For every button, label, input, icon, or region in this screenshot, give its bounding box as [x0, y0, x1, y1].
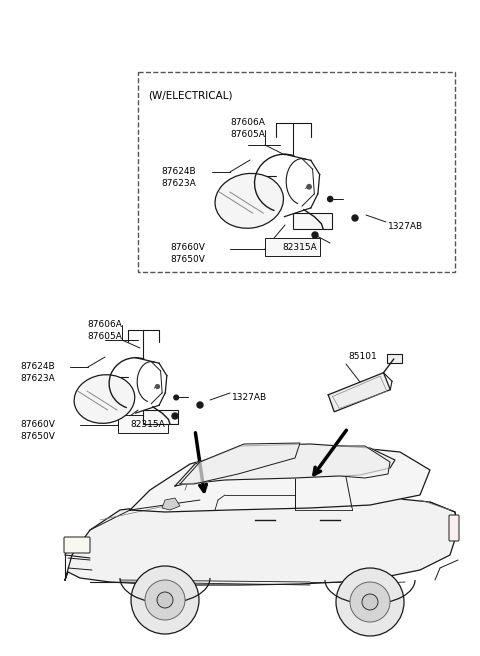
Circle shape	[145, 580, 185, 620]
Text: 87660V: 87660V	[170, 243, 205, 252]
Bar	[138, 72, 455, 272]
Polygon shape	[65, 495, 458, 585]
Text: 87605A: 87605A	[87, 332, 122, 341]
Bar	[265, 238, 320, 256]
Polygon shape	[328, 373, 390, 412]
Circle shape	[156, 384, 159, 388]
Text: 1327AB: 1327AB	[232, 393, 267, 402]
FancyBboxPatch shape	[449, 515, 459, 541]
Polygon shape	[180, 443, 300, 484]
Polygon shape	[162, 498, 180, 510]
Text: 87606A: 87606A	[230, 118, 265, 127]
Circle shape	[352, 215, 358, 221]
Circle shape	[336, 568, 404, 636]
Polygon shape	[340, 446, 390, 478]
Text: 82315A: 82315A	[130, 420, 165, 429]
Circle shape	[350, 582, 390, 622]
Text: 87624B: 87624B	[20, 362, 55, 371]
Circle shape	[307, 184, 311, 189]
Text: 87660V: 87660V	[20, 420, 55, 429]
Circle shape	[172, 413, 178, 419]
Ellipse shape	[74, 375, 135, 423]
Circle shape	[174, 395, 179, 400]
Bar	[118, 415, 168, 433]
Text: (W/ELECTRICAL): (W/ELECTRICAL)	[148, 90, 232, 100]
Text: 87623A: 87623A	[161, 179, 196, 188]
FancyBboxPatch shape	[64, 537, 90, 553]
Ellipse shape	[215, 173, 283, 228]
Circle shape	[312, 232, 318, 238]
Text: 87623A: 87623A	[20, 374, 55, 383]
Text: 87605A: 87605A	[230, 130, 265, 139]
Text: 87624B: 87624B	[161, 167, 196, 176]
Circle shape	[157, 592, 173, 608]
Bar	[387, 354, 402, 363]
Text: 87650V: 87650V	[170, 255, 205, 264]
Bar	[293, 213, 332, 229]
Text: 82315A: 82315A	[282, 243, 317, 252]
Bar	[144, 410, 178, 424]
Circle shape	[327, 196, 333, 202]
Text: 1327AB: 1327AB	[388, 222, 423, 231]
Circle shape	[131, 566, 199, 634]
Text: 87650V: 87650V	[20, 432, 55, 441]
Text: 87606A: 87606A	[87, 320, 122, 329]
Circle shape	[362, 594, 378, 610]
Text: 85101: 85101	[348, 352, 377, 361]
Polygon shape	[130, 446, 430, 512]
Polygon shape	[175, 444, 395, 486]
Circle shape	[197, 402, 203, 408]
